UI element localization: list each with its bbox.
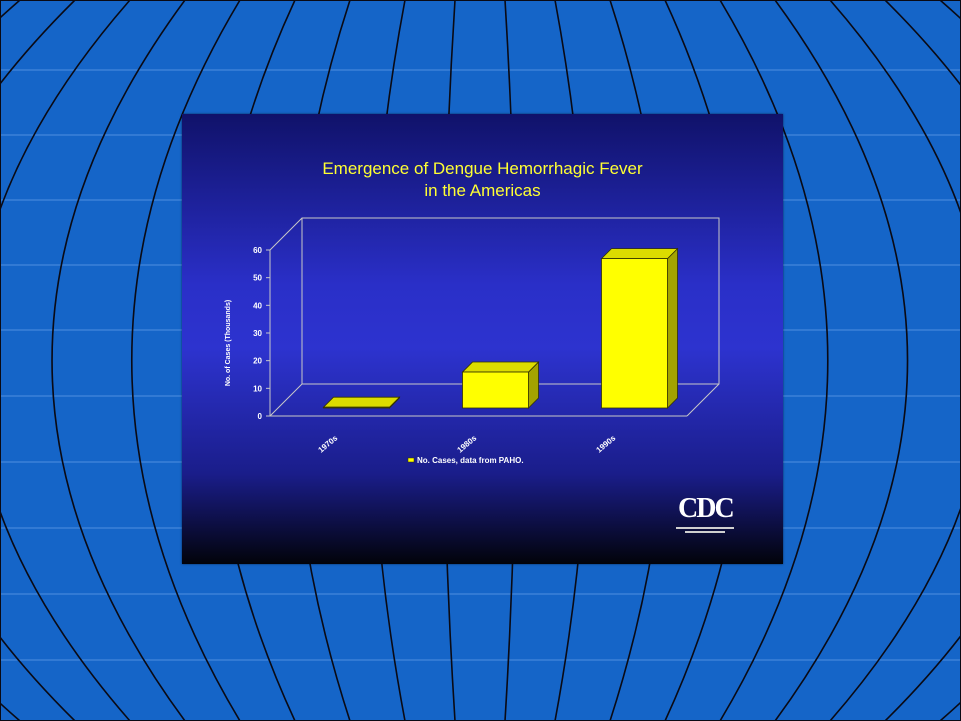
bar-1990s <box>600 247 679 409</box>
bar-front-face <box>323 406 390 409</box>
x-tick-label: 1970s <box>316 433 339 455</box>
bar-front-face <box>462 371 529 409</box>
chart-slide: Emergence of Dengue Hemorrhagic Fever in… <box>182 114 783 564</box>
cdc-logo: CDC <box>676 494 736 538</box>
y-tick-label: 40 <box>253 301 262 310</box>
chart-title-line-2: in the Americas <box>424 181 541 200</box>
background-meridian-line <box>719 0 829 721</box>
bar-side-face <box>667 247 678 409</box>
x-tick-label: 1980s <box>455 433 478 455</box>
chart-title-line-1: Emergence of Dengue Hemorrhagic Fever <box>322 159 643 178</box>
background-meridian-line <box>51 0 186 721</box>
x-tick-label: 1990s <box>594 433 617 455</box>
legend-label: No. Cases, data from PAHO. <box>417 456 524 465</box>
bar-top-face <box>600 248 679 260</box>
y-tick-label: 20 <box>253 357 262 366</box>
background-meridian-line <box>829 0 961 721</box>
y-axis-title: No. of Cases (Thousands) <box>225 300 232 386</box>
background-meridian-line <box>131 0 241 721</box>
y-tick-label: 0 <box>258 412 263 421</box>
bar-front-face <box>601 258 668 409</box>
chart-back-walls <box>269 217 720 417</box>
chart-floor-back-edge <box>269 383 719 417</box>
y-tick-label: 60 <box>253 246 262 255</box>
cdc-logo-caption-line <box>685 531 725 533</box>
background-meridian-line <box>774 0 909 721</box>
y-tick-label: 30 <box>253 329 262 338</box>
bar-1970s <box>322 396 401 409</box>
y-tick-label: 50 <box>253 274 262 283</box>
bar-top-face <box>322 396 401 408</box>
bar-top-face <box>461 361 540 373</box>
bar-chart: 0 10 20 30 40 50 60 No. of Cases (Thousands) 197… <box>225 217 720 465</box>
bar-1980s <box>461 361 540 409</box>
cdc-logo-text: CDC <box>678 493 735 524</box>
y-tick-label: 10 <box>253 384 262 393</box>
chart-title: Emergence of Dengue Hemorrhagic Fever in… <box>182 158 783 202</box>
legend-swatch <box>407 457 415 463</box>
cdc-logo-caption-line <box>676 527 734 529</box>
background-meridian-line <box>0 0 131 721</box>
